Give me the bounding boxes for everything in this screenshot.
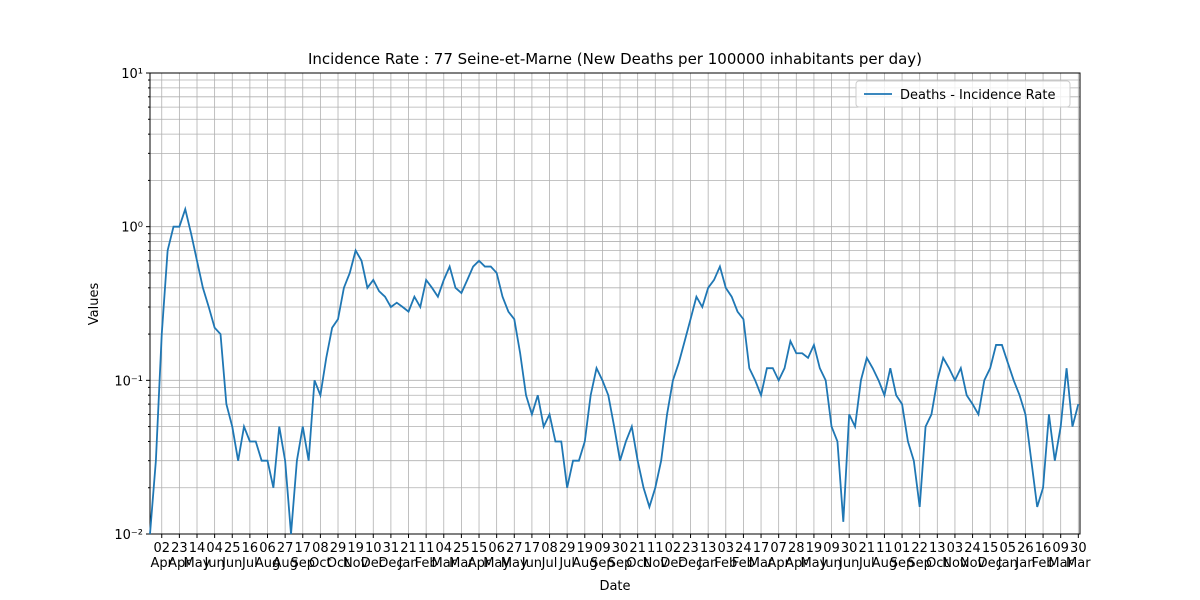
x-tick-label: 02 Apr (151, 541, 174, 571)
x-tick-label: 11 Feb (415, 541, 438, 571)
x-tick-label: 29 Oct (327, 541, 349, 571)
x-tick-label: 23 Dec (678, 541, 703, 571)
x-tick-label: 09 Sep (590, 541, 615, 571)
x-tick-label: 13 Jan (697, 541, 718, 571)
x-tick-label: 11 Nov (643, 541, 669, 571)
y-axis-label: Values (87, 283, 102, 326)
x-tick-label: 27 May (501, 541, 528, 571)
x-tick-label: 21 Jan (397, 541, 418, 571)
x-tick-label: 21 Jul (858, 541, 875, 571)
x-tick-label: 16 Feb (1032, 541, 1055, 571)
legend-label: Deaths - Incidence Rate (900, 88, 1055, 103)
x-tick-label: 07 Apr (767, 541, 790, 571)
x-tick-label: 19 May (800, 541, 827, 571)
x-tick-label: 02 Dec (660, 541, 685, 571)
x-tick-label: 17 Mar (749, 541, 774, 571)
x-tick-label: 14 May (184, 541, 211, 571)
y-tick-label: 10¹ (121, 67, 143, 82)
x-tick-label: 03 Nov (942, 541, 968, 571)
x-axis-label: Date (599, 579, 630, 594)
x-tick-label: 06 Aug (255, 541, 280, 571)
data-line (149, 205, 1080, 535)
x-tick-label: 19 Aug (572, 541, 597, 571)
x-tick-label: 04 Mar (432, 541, 457, 571)
x-tick-label: 17 Sep (291, 541, 316, 571)
x-tick-label: 25 Mar (449, 541, 474, 571)
x-tick-label: 05 Jan (997, 541, 1018, 571)
x-tick-label: 29 Jul (558, 541, 575, 571)
x-tick-label: 30 Mar (1066, 541, 1091, 571)
x-tick-label: 30 Jun (838, 541, 859, 571)
x-tick-label: 26 Jan (1014, 541, 1035, 571)
x-tick-label: 22 Sep (907, 541, 932, 571)
x-tick-label: 16 Jul (241, 541, 258, 571)
x-tick-label: 09 Mar (1048, 541, 1073, 571)
x-tick-label: 25 Jun (221, 541, 242, 571)
x-tick-label: 08 Oct (309, 541, 331, 571)
x-tick-label: 24 Feb (732, 541, 755, 571)
x-tick-label: 10 Dec (361, 541, 386, 571)
x-tick-label: 11 Aug (872, 541, 897, 571)
legend-box (855, 80, 1071, 108)
x-tick-label: 19 Nov (343, 541, 369, 571)
x-tick-label: 15 Dec (978, 541, 1003, 571)
x-tick-label: 31 Dec (378, 541, 403, 571)
x-tick-label: 30 Sep (608, 541, 633, 571)
y-tick-label: 10⁰ (121, 221, 143, 236)
y-tick-label: 10⁻² (114, 528, 143, 543)
x-tick-label: 23 Apr (168, 541, 191, 571)
x-tick-label: 03 Feb (714, 541, 737, 571)
x-tick-label: 13 Oct (926, 541, 948, 571)
plot-frame (149, 72, 1081, 535)
x-tick-label: 17 Jun (521, 541, 542, 571)
x-tick-label: 04 Jun (203, 541, 224, 571)
x-tick-label: 28 Apr (785, 541, 808, 571)
x-tick-label: 06 May (483, 541, 510, 571)
x-tick-label: 27 Aug (272, 541, 297, 571)
x-tick-label: 15 Apr (468, 541, 491, 571)
y-tick-label: 10⁻¹ (114, 374, 143, 389)
x-tick-label: 01 Sep (890, 541, 915, 571)
chart-title: Incidence Rate : 77 Seine-et-Marne (New … (308, 50, 922, 68)
x-tick-label: 09 Jun (820, 541, 841, 571)
x-tick-label: 24 Nov (960, 541, 986, 571)
x-tick-label: 08 Jul (541, 541, 558, 571)
x-tick-label: 21 Oct (626, 541, 648, 571)
